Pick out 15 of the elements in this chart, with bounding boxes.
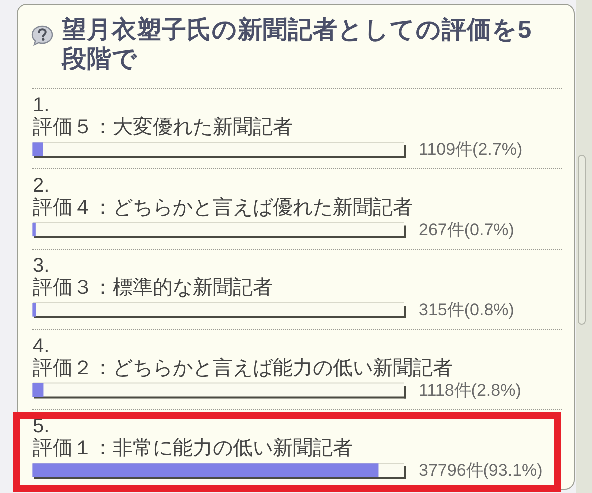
- bar: [32, 303, 36, 317]
- chart-title: 望月衣塑子氏の新聞記者としての評価を5段階で: [62, 16, 533, 74]
- bar: [32, 383, 44, 398]
- bar: [32, 142, 44, 156]
- data-label: 315件(0.8%): [419, 300, 514, 320]
- y-tick-label: 2. 評価４：どちらかと言えば優れた新聞記者: [33, 174, 413, 219]
- y-tick-label: 4. 評価２：どちらかと言えば能力の低い新聞記者: [33, 335, 453, 380]
- data-label: 1109件(2.7%): [419, 140, 523, 160]
- bar: [32, 222, 36, 237]
- data-label: 37796件(93.1%): [419, 461, 543, 480]
- data-label: 267件(0.7%): [419, 220, 514, 240]
- y-tick-label: 5. 評価１：非常に能力の低い新聞記者: [33, 416, 353, 460]
- data-label: 1118件(2.8%): [419, 380, 522, 400]
- y-tick-label: 3. 評価３：標準的な新聞記者: [33, 255, 273, 300]
- y-tick-label: 1. 評価５：大変優れた新聞記者: [33, 94, 293, 139]
